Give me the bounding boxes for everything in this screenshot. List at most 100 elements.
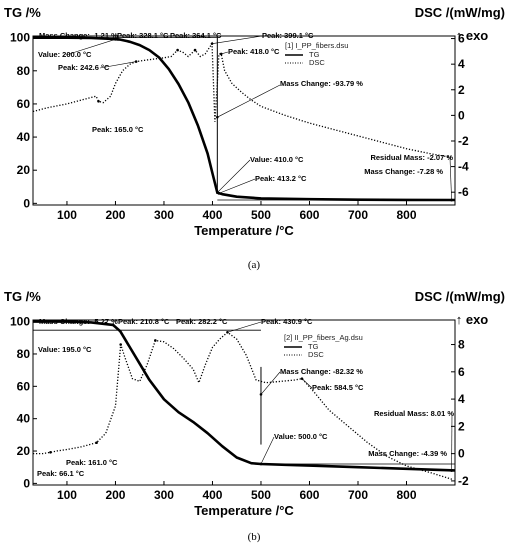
y-right-tick-label: 0 <box>458 108 465 122</box>
annotation-point <box>259 462 263 466</box>
annotation-leader <box>99 61 137 69</box>
annotation-leader <box>217 84 281 118</box>
x-tick-label: 500 <box>251 488 271 502</box>
annotation-point <box>210 42 214 45</box>
y-right-tick-label: 8 <box>458 338 465 352</box>
x-tick-label: 500 <box>251 208 271 222</box>
annotation-leader <box>449 157 452 201</box>
annotation-label: Value: 500.0 °C <box>274 432 328 441</box>
annotation-label: Peak: 165.0 °C <box>92 125 144 134</box>
y-left-tick-label: 40 <box>17 412 31 426</box>
y-right-tick-label: 6 <box>458 365 465 379</box>
annotation-leader <box>227 321 262 333</box>
y-left-tick-label: 60 <box>17 379 31 393</box>
annotation-point <box>450 198 453 202</box>
exo-label: ↑ exo <box>456 312 489 327</box>
panel-b: TG /% DSC /(mW/mg) ↑ exo Temperature /°C (b)… <box>4 289 505 543</box>
panel-caption: (b) <box>248 531 261 543</box>
y-left-tick-label: 40 <box>17 130 31 144</box>
annotation-label: Peak: 430.9 °C <box>261 317 313 326</box>
annotation-point <box>104 321 108 325</box>
y-left-tick-label: 0 <box>23 196 30 210</box>
x-tick-label: 300 <box>154 208 174 222</box>
y-left-tick-label: 100 <box>10 315 30 329</box>
annotation-point <box>176 48 179 52</box>
series-dsc-line <box>32 41 453 159</box>
annotation-label: Residual Mass: 8.01 % <box>374 409 454 418</box>
annotation-leader <box>211 35 263 44</box>
y-left-axis-title: TG /% <box>4 5 41 20</box>
annotation-point <box>217 192 221 195</box>
annotation-label: Mass Change: -1.21 % <box>39 31 118 40</box>
x-tick-label: 100 <box>57 208 77 222</box>
annotation-label: Peak: 584.5 °C <box>312 383 364 392</box>
annotation-leader <box>65 39 116 56</box>
annotation-label: Peak: 242.6 °C <box>58 63 110 72</box>
legend-title: [2] II_PP_fibers_Ag.dsu <box>284 333 363 342</box>
x-tick-label: 300 <box>154 488 174 502</box>
x-axis-title: Temperature /°C <box>194 503 294 518</box>
y-right-tick-label: 2 <box>458 83 465 97</box>
y-right-tick-label: -4 <box>458 160 469 174</box>
annotation-point <box>116 38 120 41</box>
x-tick-label: 200 <box>105 208 125 222</box>
annotation-label: Value: 200.0 °C <box>38 50 92 59</box>
y-right-axis-title: DSC /(mW/mg) <box>415 5 505 20</box>
legend-item: TG <box>308 342 319 351</box>
y-left-tick-label: 100 <box>10 31 30 45</box>
y-left-tick-label: 20 <box>17 163 31 177</box>
panel-a: TG /% DSC /(mW/mg) ↑ exo Temperature /°C (a)… <box>4 5 505 271</box>
plot-frame <box>32 319 456 486</box>
annotation-leader <box>217 159 251 193</box>
annotation-label: Peak: 328.1 °C <box>117 31 169 40</box>
annotation-point <box>450 469 453 472</box>
y-right-tick-label: 4 <box>458 392 465 406</box>
annotation-point <box>95 441 98 445</box>
series-tg-line <box>33 320 456 472</box>
y-right-tick-label: -6 <box>458 185 469 199</box>
y-left-tick-label: 20 <box>17 444 31 458</box>
annotation-point <box>219 52 223 56</box>
legend-item: DSC <box>308 350 324 359</box>
y-left-tick-label: 80 <box>17 347 31 361</box>
annotation-label: Peak: 161.0 °C <box>66 458 118 467</box>
annotation-point <box>119 343 122 346</box>
annotation-point <box>193 48 197 52</box>
annotation-point <box>154 339 157 342</box>
y-right-tick-label: -2 <box>458 474 469 488</box>
annotation-label: Mass Change: -7.28 % <box>364 167 443 176</box>
legend-item: DSC <box>309 58 325 67</box>
annotation-leader <box>218 178 256 194</box>
annotation-label: Value: 410.0 °C <box>250 155 304 164</box>
annotation-label: Peak: 282.2 °C <box>176 317 228 326</box>
x-tick-label: 200 <box>105 488 125 502</box>
exo-label: ↑ exo <box>456 28 489 43</box>
annotation-leader <box>260 436 275 465</box>
annotation-label: Mass Change: -5.27 % <box>39 317 118 326</box>
y-left-tick-label: 0 <box>23 476 30 490</box>
annotation-label: Value: 195.0 °C <box>38 345 92 354</box>
annotation-label: Peak: 413.2 °C <box>255 174 307 183</box>
y-left-tick-label: 80 <box>17 64 31 78</box>
annotation-label: Mass Change: -93.79 % <box>280 79 363 88</box>
x-tick-label: 600 <box>299 208 319 222</box>
annotation-label: Residual Mass: -2.07 % <box>370 153 453 162</box>
y-left-axis-title: TG /% <box>4 289 41 304</box>
annotation-point <box>226 330 229 334</box>
x-tick-label: 700 <box>348 208 368 222</box>
y-right-tick-label: 6 <box>458 32 465 46</box>
annotation-label: Peak: 210.8 °C <box>118 317 170 326</box>
y-right-tick-label: -2 <box>458 134 469 148</box>
annotation-leader <box>301 378 313 389</box>
x-tick-label: 800 <box>396 488 416 502</box>
x-tick-label: 100 <box>57 488 77 502</box>
y-right-tick-label: 2 <box>458 419 465 433</box>
annotation-point <box>49 450 52 454</box>
series-dsc-line <box>33 331 453 481</box>
annotation-point <box>259 393 263 396</box>
x-tick-label: 400 <box>202 488 222 502</box>
legend-title: [1] I_PP_fibers.dsu <box>285 41 348 50</box>
annotation-label: Mass Change: -4.39 % <box>368 449 447 458</box>
y-left-tick-label: 60 <box>17 97 31 111</box>
